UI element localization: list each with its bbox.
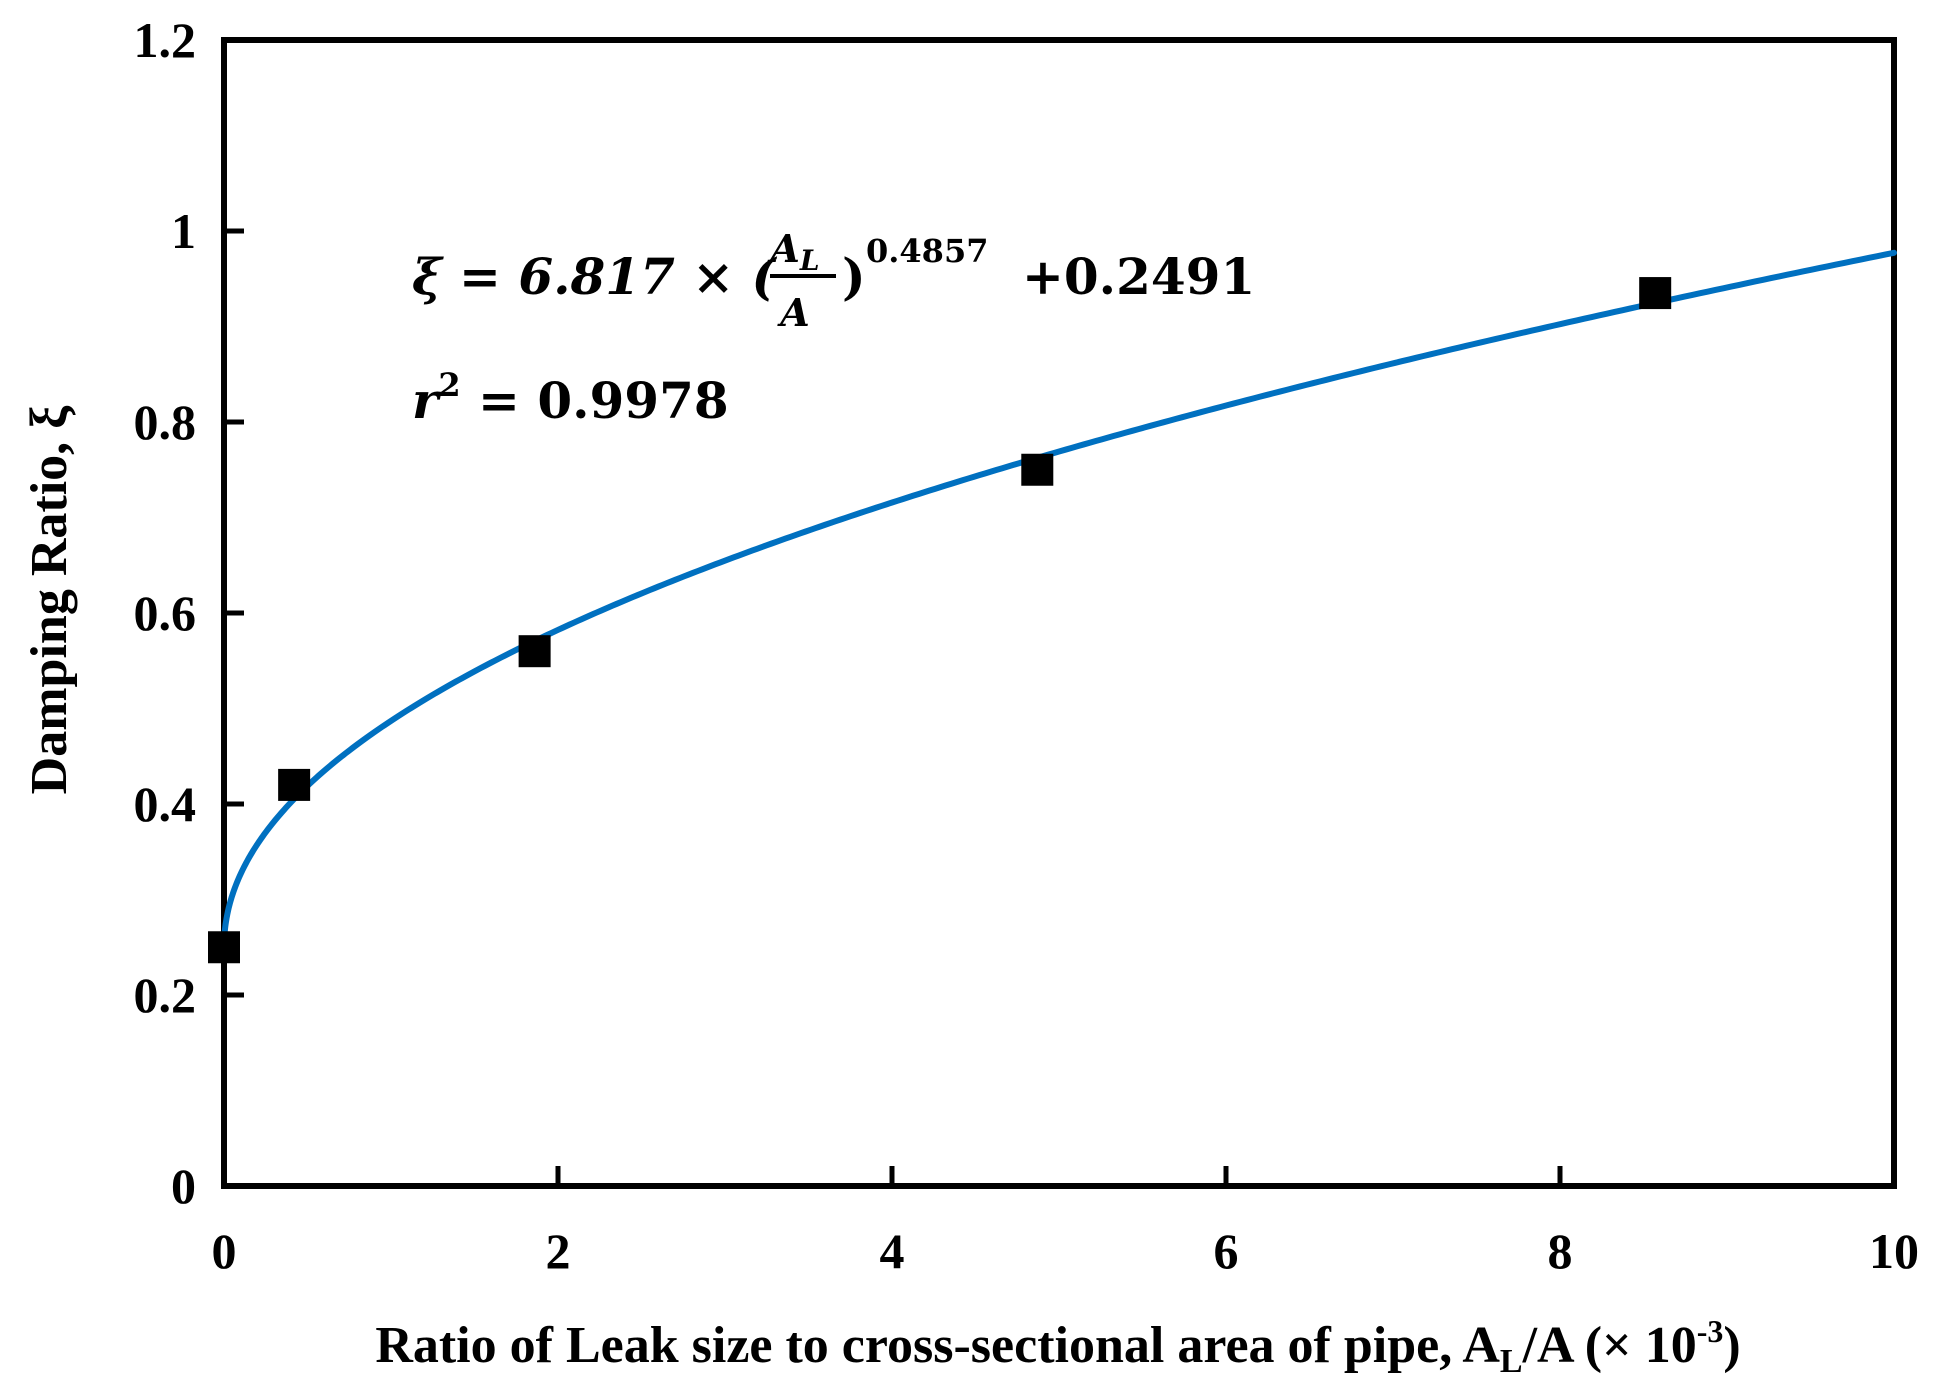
- svg-text:r2 = 0.9978: r2 = 0.9978: [412, 366, 729, 430]
- y-tick-label: 0.2: [134, 967, 197, 1023]
- x-axis-title-tail: /A (× 10: [1522, 1317, 1697, 1374]
- equation-exponent: 0.4857: [866, 232, 988, 270]
- x-tick-label: 4: [880, 1223, 905, 1279]
- fit-curve: [221, 249, 1897, 952]
- y-axis: 0 0.2 0.4 0.6 0.8 1 1.2: [134, 12, 244, 1214]
- x-axis-title-close: ): [1723, 1317, 1740, 1374]
- data-point: [1021, 453, 1054, 486]
- y-tick-label: 1: [171, 203, 196, 259]
- x-tick-label: 6: [1214, 1223, 1239, 1279]
- y-tick-label: 0: [171, 1158, 196, 1214]
- x-axis-title-main: Ratio of Leak size to cross-sectional ar…: [375, 1317, 1500, 1374]
- y-tick-label: 0.8: [134, 394, 197, 450]
- y-tick-label: 1.2: [134, 12, 197, 68]
- x-axis: 0 2 4 6 8 10: [212, 1166, 1919, 1279]
- x-axis-title-sub: L: [1500, 1343, 1523, 1380]
- y-tick-label: 0.6: [134, 585, 197, 641]
- equation-close: ): [842, 247, 866, 306]
- equation-intercept: +0.2491: [1022, 247, 1255, 306]
- y-tick-label: 0.4: [134, 776, 197, 832]
- x-tick-label: 0: [212, 1223, 237, 1279]
- r2-base: r: [412, 371, 442, 430]
- svg-text:AL: AL: [767, 226, 819, 277]
- data-point: [518, 635, 551, 668]
- equation-lhs: ξ = 6.817 × (: [412, 247, 778, 306]
- x-tick-label: 2: [546, 1223, 571, 1279]
- svg-text:ξ = 6.817 × (: ξ = 6.817 × (: [412, 247, 778, 306]
- r2-exponent: 2: [438, 366, 460, 404]
- data-point: [1639, 277, 1672, 310]
- plot-frame: [221, 37, 1897, 1189]
- x-axis-title: Ratio of Leak size to cross-sectional ar…: [375, 1313, 1740, 1380]
- data-point: [278, 768, 311, 801]
- y-axis-title: Damping Ratio, ξ: [21, 405, 78, 794]
- r2-annotation: r2 = 0.9978: [412, 366, 729, 430]
- fraction-denominator: A: [777, 290, 809, 335]
- x-axis-title-exponent: -3: [1697, 1313, 1724, 1349]
- data-point: [208, 931, 240, 964]
- r2-value: = 0.9978: [461, 371, 729, 430]
- x-tick-label: 8: [1548, 1223, 1573, 1279]
- x-tick-label: 10: [1869, 1223, 1919, 1279]
- data-points: [208, 277, 1672, 964]
- fraction-numerator: A: [767, 226, 799, 271]
- fraction-numerator-sub: L: [799, 244, 820, 277]
- equation-annotation: ξ = 6.817 × ( AL A ) 0.4857 +0.2491: [412, 226, 1255, 335]
